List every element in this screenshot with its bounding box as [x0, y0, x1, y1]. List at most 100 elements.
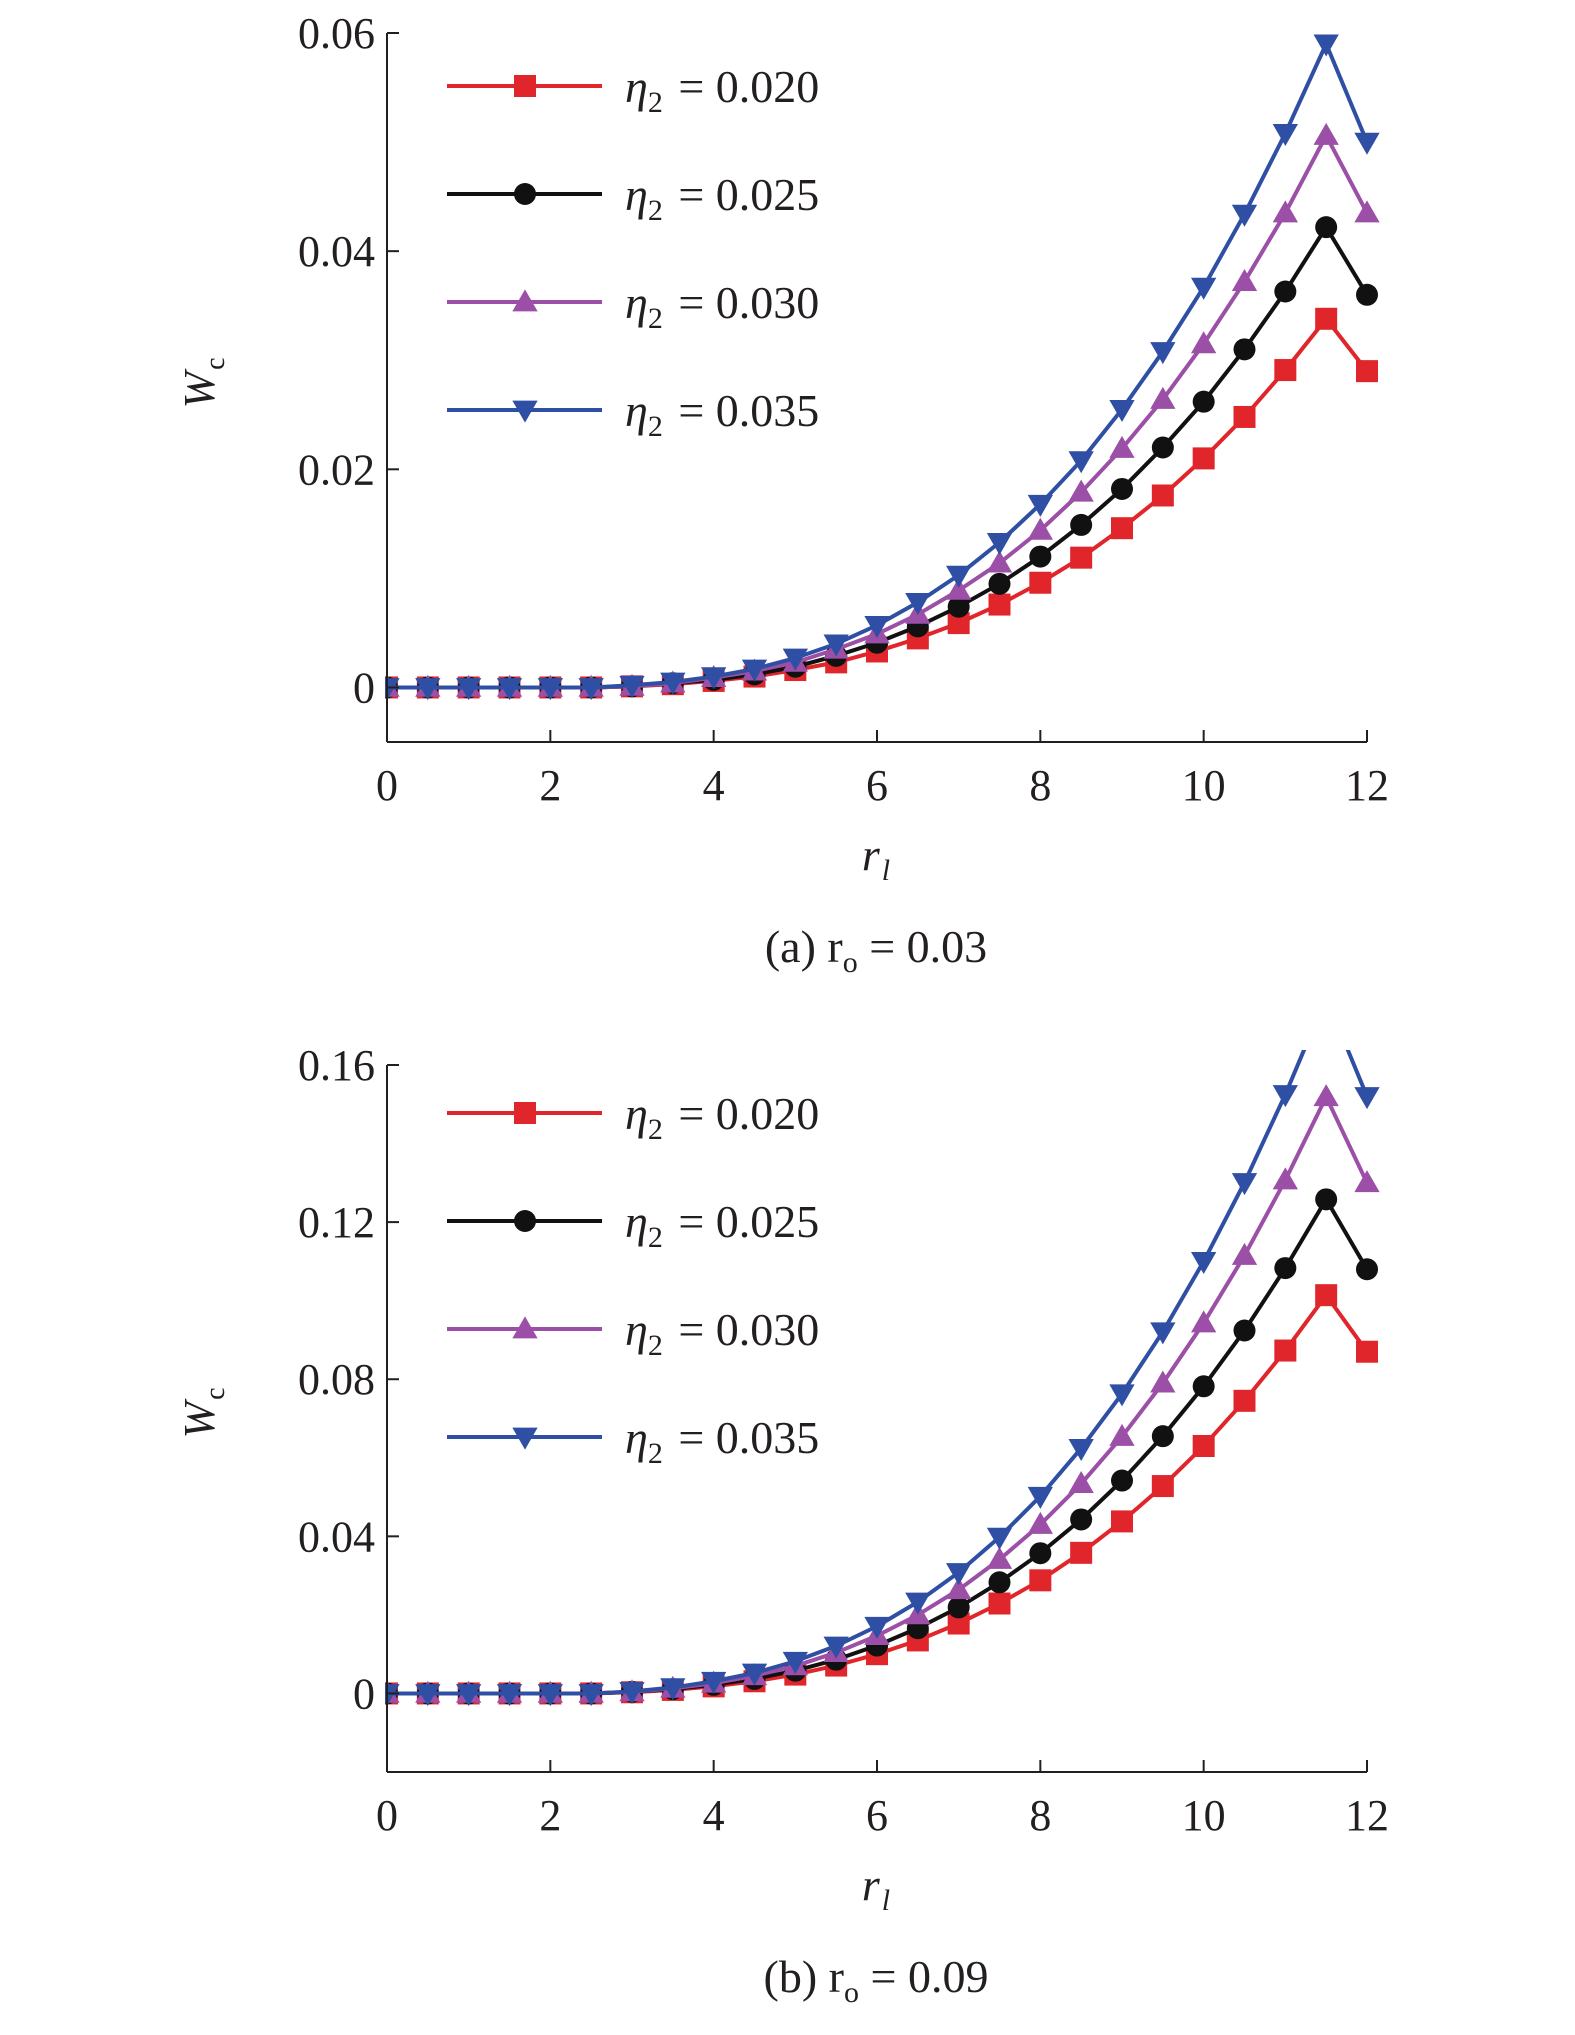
data-point: [947, 595, 970, 618]
data-point: [1233, 405, 1256, 428]
series-3-line: [387, 38, 1369, 690]
data-point: [864, 615, 890, 638]
data-point: [986, 1527, 1013, 1550]
data-point: [660, 672, 686, 695]
chart-b-legend: η2 = 0.020 η2 = 0.025 η2 = 0.030 η2 = 0.035: [447, 1088, 819, 1470]
data-point: [1191, 331, 1217, 354]
chart-a-caption: (a) ro = 0.03: [765, 921, 987, 979]
x-tick-label: 10: [1182, 761, 1226, 810]
y-tick-label: 0.02: [298, 445, 375, 494]
data-point: [1109, 435, 1135, 458]
chart-a-ylabel: Wc: [175, 357, 231, 408]
data-point: [1151, 1475, 1174, 1498]
data-point: [456, 678, 482, 701]
legend-label: η2 = 0.030: [625, 1304, 819, 1362]
chart-a-series: [385, 34, 1380, 701]
data-point: [1231, 269, 1258, 292]
data-point: [1111, 1510, 1133, 1533]
data-point: [905, 593, 931, 616]
legend-item: η2 = 0.025: [447, 1196, 819, 1254]
data-point: [619, 1682, 645, 1705]
chart-a-y-ticks: 0 0.02 0.04 0.06: [298, 9, 399, 712]
data-point: [1233, 338, 1256, 361]
data-point: [701, 1671, 727, 1694]
data-point: [1068, 451, 1094, 474]
data-point: [1029, 1542, 1052, 1565]
legend-label: η2 = 0.020: [625, 1088, 819, 1146]
data-point: [782, 1651, 808, 1674]
data-point: [986, 533, 1013, 556]
data-point: [986, 1546, 1013, 1569]
data-point: [1068, 1471, 1094, 1494]
data-point: [1354, 132, 1380, 155]
chart-b-plot-area: [385, 988, 1380, 1707]
y-tick-label: 0: [353, 663, 375, 712]
legend-label: η2 = 0.025: [625, 1196, 819, 1254]
data-point: [619, 675, 645, 698]
data-point: [1315, 307, 1338, 330]
data-point: [1315, 1284, 1338, 1307]
data-point: [1151, 436, 1174, 459]
legend-item: η2 = 0.025: [447, 169, 819, 227]
data-point: [1274, 1339, 1297, 1362]
data-point: [1233, 1389, 1256, 1412]
x-tick-label: 0: [376, 761, 398, 810]
data-point: [988, 1592, 1011, 1615]
data-point: [1192, 390, 1215, 413]
legend-label: η2 = 0.020: [625, 61, 819, 119]
chart-a-legend: η2 = 0.020 η2 = 0.025 η2 = 0.030 η2 = 0.035: [447, 61, 819, 443]
data-point: [1111, 1469, 1133, 1492]
data-point: [1231, 1173, 1258, 1196]
data-point: [1272, 124, 1298, 147]
chart-a: 0 0.02 0.04 0.06 0 2 4 6 8 10 12 Wc rl (a) ro = 0…: [175, 9, 1389, 979]
y-tick-label: 0.12: [298, 1198, 375, 1247]
data-point: [823, 634, 849, 657]
data-point: [1027, 517, 1053, 540]
data-point: [1231, 1242, 1258, 1265]
data-point: [1191, 277, 1217, 300]
data-point: [782, 648, 808, 671]
series-3: [385, 988, 1380, 1707]
data-point: [1070, 1541, 1093, 1564]
data-point: [1233, 1319, 1256, 1342]
data-point: [1191, 1310, 1217, 1333]
legend-marker: [512, 400, 538, 423]
data-point: [946, 565, 972, 588]
chart-b-series: [385, 988, 1380, 1707]
data-point: [1109, 1384, 1135, 1407]
data-point: [1313, 122, 1339, 145]
chart-b-y-ticks: 0 0.04 0.08 0.12 0.16: [298, 1041, 399, 1718]
series-2-line: [387, 1092, 1369, 1696]
y-tick-label: 0.04: [298, 1512, 375, 1561]
data-point: [415, 678, 441, 701]
data-point: [1151, 1425, 1174, 1448]
chart-a-xlabel-sub: l: [882, 854, 890, 887]
data-point: [946, 1577, 972, 1600]
x-tick-label: 4: [703, 761, 725, 810]
x-tick-label: 8: [1029, 761, 1051, 810]
data-point: [1274, 280, 1297, 303]
data-point: [415, 1684, 441, 1707]
data-point: [456, 1684, 482, 1707]
data-point: [1354, 1087, 1380, 1110]
data-point: [1315, 216, 1338, 239]
data-point: [1274, 359, 1297, 382]
data-point: [1150, 386, 1176, 409]
data-point: [1315, 1188, 1338, 1211]
data-point: [988, 572, 1011, 595]
data-point: [947, 1596, 970, 1619]
legend-marker: [512, 1427, 538, 1450]
chart-a-caption-value: = 0.03: [858, 921, 987, 972]
legend-label: η2 = 0.035: [625, 385, 819, 443]
x-tick-label: 8: [1029, 1791, 1051, 1840]
data-point: [988, 1571, 1011, 1594]
legend-label: η2 = 0.035: [625, 1412, 819, 1470]
legend-item: η2 = 0.035: [447, 385, 819, 443]
legend-label: η2 = 0.030: [625, 277, 819, 335]
series-3-line: [387, 1050, 1369, 1696]
data-point: [496, 1684, 523, 1707]
data-point: [1314, 988, 1339, 1010]
data-point: [947, 612, 970, 635]
legend-marker: [514, 183, 536, 205]
